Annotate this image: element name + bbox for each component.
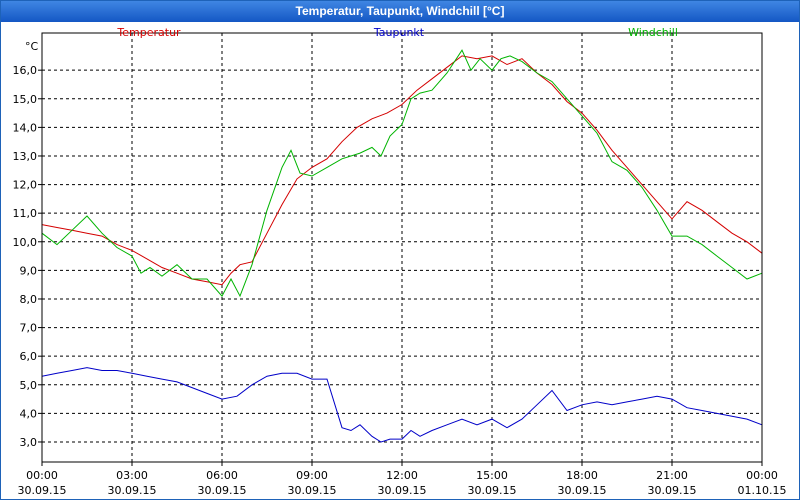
y-tick-label: 3,0 [20,436,38,449]
plot-frame [38,32,763,466]
y-tick-label: 15,0 [13,93,38,106]
x-tick-time: 00:00 [746,469,778,482]
y-tick-label: 12,0 [13,179,38,192]
line-chart: 3,0 4,0 5,0 6,0 7,0 8,0 9,0 10,0 11,0 12,0 13,0 14,… [13,26,787,497]
y-tick-label: 11,0 [13,207,38,220]
series-line-windchill [41,49,763,298]
x-tick-date: 30.09.15 [288,484,337,497]
x-tick-time: 06:00 [206,469,238,482]
x-tick-labels: 00:00 30.09.15 03:00 30.09.15 06:00 30.09.15 0… [18,469,787,497]
x-tick-date: 01.10.15 [738,484,787,497]
x-tick-time: 09:00 [296,469,328,482]
x-tick-time: 18:00 [566,469,598,482]
y-tick-label: 10,0 [13,236,38,249]
y-tick-label: 5,0 [20,379,38,392]
x-tick-date: 30.09.15 [378,484,427,497]
x-tick-time: 00:00 [26,469,58,482]
x-tick-date: 30.09.15 [558,484,607,497]
x-tick-date: 30.09.15 [108,484,157,497]
y-tick-label: 4,0 [20,407,38,420]
legend-entry-windchill: Windchill [628,26,678,39]
y-tick-label: 14,0 [13,121,38,134]
x-tick-time: 12:00 [386,469,418,482]
y-tick-label: 9,0 [20,264,38,277]
x-tick-date: 30.09.15 [18,484,67,497]
legend-entry-temperatur: Temperatur [116,26,181,39]
x-tick-date: 30.09.15 [198,484,247,497]
x-tick-date: 30.09.15 [648,484,697,497]
plot-area-border [41,32,763,463]
y-tick-label: 6,0 [20,350,38,363]
x-tick-time: 15:00 [476,469,508,482]
x-tick-date: 30.09.15 [468,484,517,497]
legend-entry-taupunkt: Taupunkt [373,26,425,39]
y-tick-label: 7,0 [20,322,38,335]
y-tick-label: 16,0 [13,64,38,77]
y-tick-label: 13,0 [13,150,38,163]
x-tick-time: 03:00 [116,469,148,482]
series-line-taupunkt [41,367,763,443]
window-title: Temperatur, Taupunkt, Windchill [°C] [1,1,799,22]
grid [42,33,762,462]
legend: Temperatur Taupunkt Windchill [116,26,678,39]
y-axis-label: °C [25,40,39,53]
series-lines [41,49,763,443]
series-line-temperatur [41,55,763,286]
y-tick-label: 8,0 [20,293,38,306]
x-tick-time: 21:00 [656,469,688,482]
y-tick-labels: 3,0 4,0 5,0 6,0 7,0 8,0 9,0 10,0 11,0 12,0 13,0 14,… [13,64,38,449]
